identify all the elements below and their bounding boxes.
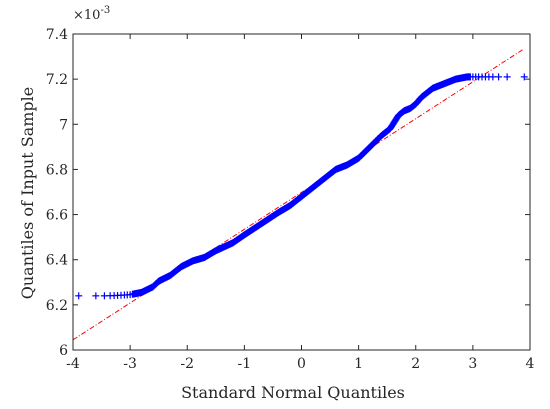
y-axis-exponent: ×10-3 <box>73 5 110 23</box>
y-tick-label: 7.2 <box>46 72 68 88</box>
x-tick-label: 0 <box>297 356 306 372</box>
data-point <box>495 73 503 81</box>
reference-line <box>72 48 525 341</box>
x-tick-label: -2 <box>180 356 194 372</box>
x-tick-label: 3 <box>468 356 477 372</box>
x-ticks-layer: -4 -3 -2 -1 0 1 2 3 4 <box>66 34 535 372</box>
y-ticks-layer: 6 6.2 6.4 6.6 6.8 7 7.2 7.4 <box>46 27 530 359</box>
data-point <box>92 292 100 300</box>
data-point <box>75 292 83 300</box>
y-tick-label: 6.8 <box>46 162 68 178</box>
data-point <box>520 73 528 81</box>
x-tick-label: -1 <box>238 356 252 372</box>
reference-line-layer <box>72 48 525 341</box>
y-tick-label: 6 <box>59 343 68 359</box>
y-tick-label: 7.4 <box>46 27 68 43</box>
y-tick-label: 6.2 <box>46 298 68 314</box>
y-tick-label: 7 <box>59 117 68 133</box>
x-tick-label: -3 <box>123 356 137 372</box>
data-point <box>503 73 511 81</box>
y-tick-label: 6.4 <box>46 253 68 269</box>
data-points-layer <box>75 73 528 300</box>
y-axis-label: Quantiles of Input Sample <box>18 87 37 300</box>
x-tick-label: 2 <box>411 356 420 372</box>
x-tick-label: -4 <box>66 356 80 372</box>
y-tick-label: 6.6 <box>46 208 68 224</box>
y-axis-exponent-power: -3 <box>100 5 110 16</box>
y-axis-exponent-base: ×10 <box>73 8 100 23</box>
x-axis-label: Standard Normal Quantiles <box>181 383 405 402</box>
x-tick-label: 1 <box>354 356 363 372</box>
x-tick-label: 4 <box>526 356 535 372</box>
